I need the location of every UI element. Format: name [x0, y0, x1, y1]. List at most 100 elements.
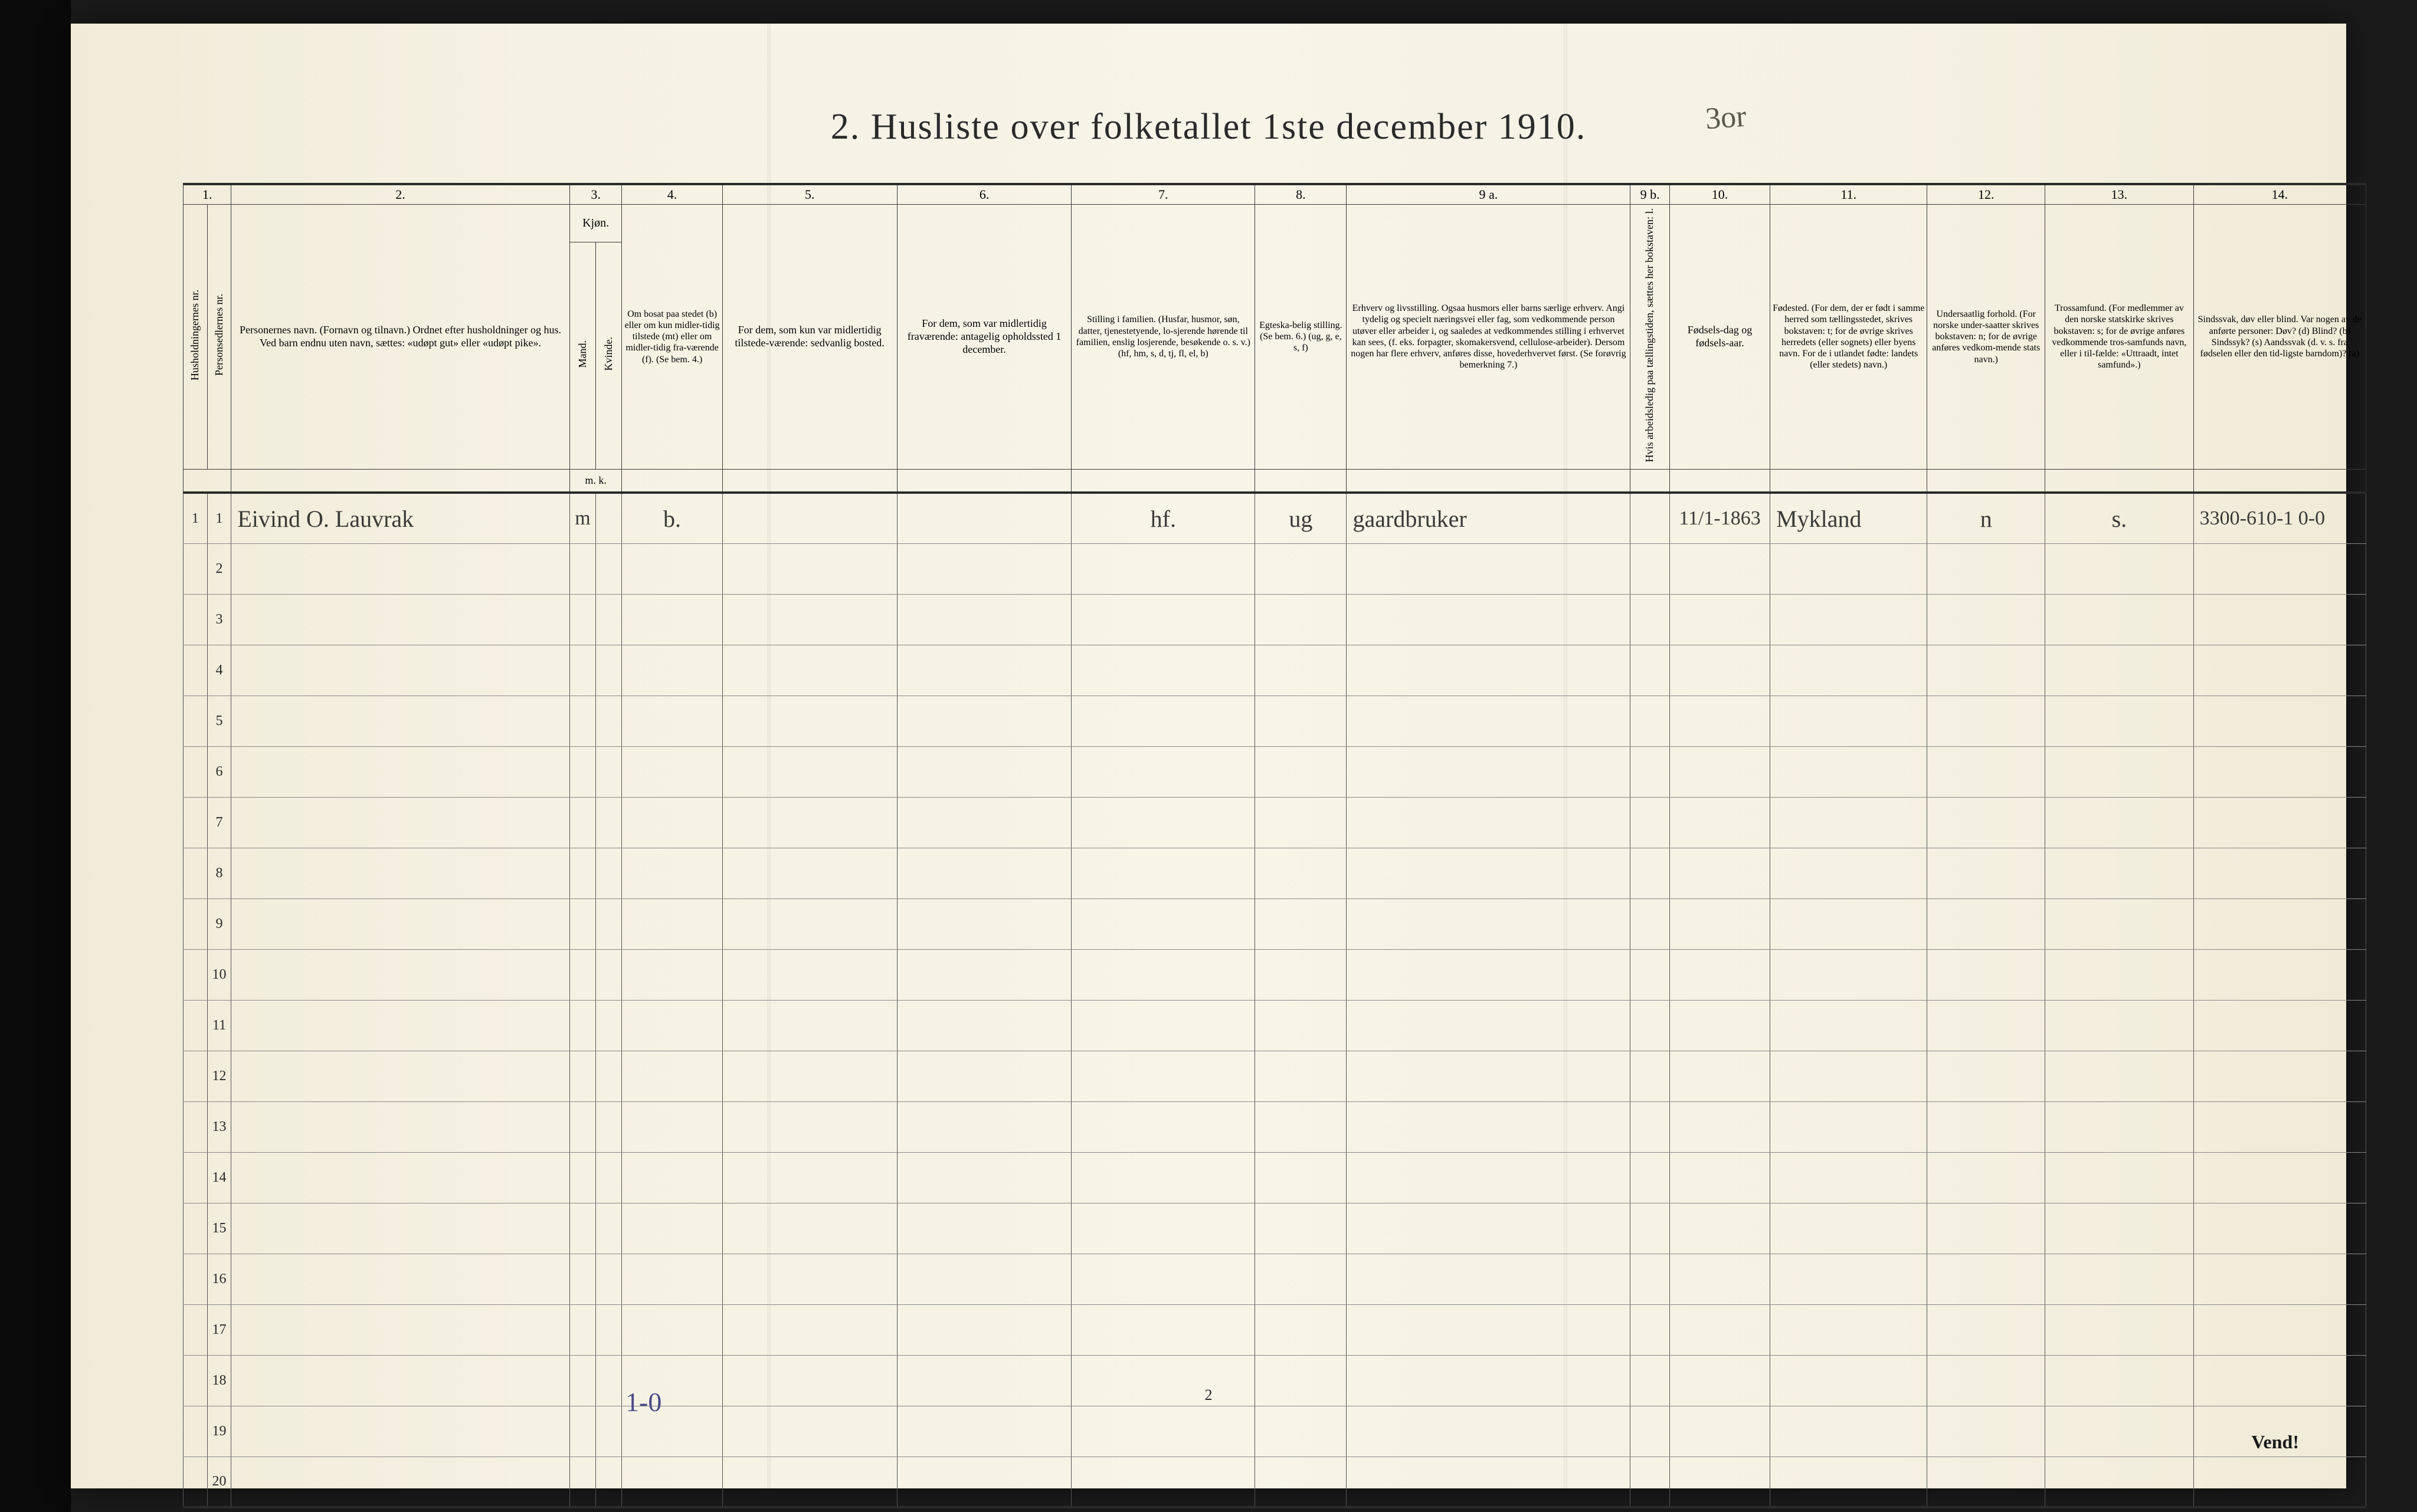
- fodsel-cell: [1669, 1101, 1770, 1152]
- stilling-cell: [1072, 1254, 1255, 1304]
- blank: [184, 469, 231, 493]
- undersaat-cell: [1927, 1051, 2045, 1101]
- col-header-pn: Personsedlernes nr.: [207, 204, 231, 469]
- bosat-cell: [622, 594, 722, 645]
- hh-cell: [184, 797, 208, 848]
- bosat-cell: [622, 1254, 722, 1304]
- bosat-cell: [622, 1101, 722, 1152]
- egte-cell: [1255, 1406, 1347, 1457]
- table-row: 4: [184, 645, 2366, 696]
- table-row: 11: [184, 1000, 2366, 1051]
- col-foot-mk: m. k.: [569, 469, 622, 493]
- c14-cell: [2193, 1457, 2366, 1507]
- column-number-row: 1. 2. 3. 4. 5. 6. 7. 8. 9 a. 9 b. 10. 11…: [184, 184, 2366, 204]
- erhverv-cell: [1347, 1152, 1630, 1203]
- census-table: 1. 2. 3. 4. 5. 6. 7. 8. 9 a. 9 b. 10. 11…: [183, 183, 2366, 1508]
- person-num-cell: 1: [207, 493, 231, 543]
- bosat-cell: [622, 645, 722, 696]
- egte-cell: ug: [1255, 493, 1347, 543]
- tros-cell: [2045, 594, 2194, 645]
- col-header-c14: Sindssvak, døv eller blind. Var nogen av…: [2193, 204, 2366, 469]
- person-num-cell: 9: [207, 898, 231, 949]
- erhverv-cell: [1347, 848, 1630, 898]
- person-num-cell: 16: [207, 1254, 231, 1304]
- egte-cell: [1255, 1000, 1347, 1051]
- fodested-cell: [1770, 1203, 1927, 1254]
- c5-cell: [722, 543, 897, 594]
- person-num-cell: 15: [207, 1203, 231, 1254]
- blank: [1669, 469, 1770, 493]
- colnum: 8.: [1255, 184, 1347, 204]
- table-row: 12: [184, 1051, 2366, 1101]
- blank: [1927, 469, 2045, 493]
- sex-m-cell: [569, 746, 595, 797]
- c5-cell: [722, 1152, 897, 1203]
- sex-m-cell: [569, 1000, 595, 1051]
- sex-m-cell: [569, 1304, 595, 1355]
- census-table-wrap: 1. 2. 3. 4. 5. 6. 7. 8. 9 a. 9 b. 10. 11…: [183, 183, 2366, 1508]
- sex-k-cell: [596, 645, 622, 696]
- hh-cell: [184, 543, 208, 594]
- name-cell: [231, 1000, 569, 1051]
- person-num-cell: 11: [207, 1000, 231, 1051]
- col-header-mand: Mand.: [569, 242, 595, 470]
- erhverv-cell: [1347, 1000, 1630, 1051]
- person-num-cell: 12: [207, 1051, 231, 1101]
- colnum: 7.: [1072, 184, 1255, 204]
- erhverv-cell: gaardbruker: [1347, 493, 1630, 543]
- stilling-cell: [1072, 696, 1255, 746]
- egte-cell: [1255, 949, 1347, 1000]
- c5-cell: [722, 696, 897, 746]
- c9b-cell: [1630, 1000, 1670, 1051]
- undersaat-cell: [1927, 746, 2045, 797]
- handwritten-annotation: 3or: [1704, 99, 1747, 137]
- hh-cell: 1: [184, 493, 208, 543]
- fodsel-cell: [1669, 1051, 1770, 1101]
- name-cell: [231, 1101, 569, 1152]
- fodsel-cell: [1669, 1457, 1770, 1507]
- tros-cell: [2045, 797, 2194, 848]
- blank: [1347, 469, 1630, 493]
- fodested-cell: Mykland: [1770, 493, 1927, 543]
- stilling-cell: [1072, 1051, 1255, 1101]
- name-cell: [231, 1051, 569, 1101]
- hh-cell: [184, 1254, 208, 1304]
- c5-cell: [722, 848, 897, 898]
- table-row: 8: [184, 848, 2366, 898]
- undersaat-cell: [1927, 848, 2045, 898]
- tros-cell: [2045, 848, 2194, 898]
- c14-cell: [2193, 1000, 2366, 1051]
- egte-cell: [1255, 1457, 1347, 1507]
- c5-cell: [722, 797, 897, 848]
- erhverv-cell: [1347, 1304, 1630, 1355]
- egte-cell: [1255, 1304, 1347, 1355]
- bosat-cell: [622, 746, 722, 797]
- blank: [231, 469, 569, 493]
- fodsel-cell: [1669, 949, 1770, 1000]
- tros-cell: [2045, 898, 2194, 949]
- colnum: 9 a.: [1347, 184, 1630, 204]
- sex-k-cell: [596, 746, 622, 797]
- table-row: 6: [184, 746, 2366, 797]
- egte-cell: [1255, 1254, 1347, 1304]
- hh-cell: [184, 1203, 208, 1254]
- hh-cell: [184, 848, 208, 898]
- sex-k-cell: [596, 1203, 622, 1254]
- blank: [622, 469, 722, 493]
- egte-cell: [1255, 1152, 1347, 1203]
- sex-k-cell: [596, 1152, 622, 1203]
- undersaat-cell: [1927, 1203, 2045, 1254]
- c14-cell: [2193, 1203, 2366, 1254]
- undersaat-cell: [1927, 1000, 2045, 1051]
- undersaat-cell: [1927, 797, 2045, 848]
- undersaat-cell: [1927, 594, 2045, 645]
- colnum: 2.: [231, 184, 569, 204]
- fodsel-cell: 11/1-1863: [1669, 493, 1770, 543]
- egte-cell: [1255, 1051, 1347, 1101]
- name-cell: [231, 543, 569, 594]
- census-page: 2. Husliste over folketallet 1ste decemb…: [71, 24, 2346, 1488]
- c6-cell: [897, 848, 1072, 898]
- col-header-fodested: Fødested. (For dem, der er født i samme …: [1770, 204, 1927, 469]
- sex-m-cell: [569, 1406, 595, 1457]
- fodsel-cell: [1669, 898, 1770, 949]
